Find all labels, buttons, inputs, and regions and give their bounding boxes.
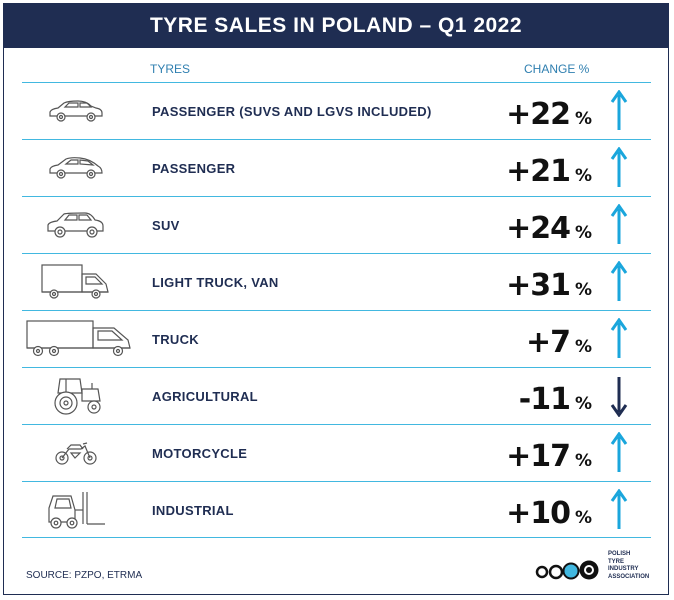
logo-line: POLISH (608, 551, 631, 557)
percent-sign: % (574, 394, 592, 414)
row-label: SUV (152, 217, 180, 233)
table-row: PASSENGER +21 % (4, 140, 668, 196)
infographic-frame: TYRE SALES IN POLAND – Q1 2022 TYRES CHA… (3, 3, 669, 595)
row-value: +17 % (506, 425, 592, 481)
row-value: +7 % (526, 311, 592, 367)
row-value: +10 % (506, 482, 592, 538)
association-logo-icon (535, 560, 599, 580)
percent-sign: % (574, 337, 592, 357)
row-label: LIGHT TRUCK, VAN (152, 274, 279, 290)
change-number: +21 (506, 154, 571, 189)
change-number: +17 (506, 439, 571, 474)
arrow-up-icon (610, 204, 628, 244)
forklift-icon (26, 488, 126, 532)
logo-line: INDUSTRY (608, 566, 639, 572)
divider (22, 481, 651, 482)
arrow-up-icon (610, 90, 628, 130)
arrow-up-icon (610, 318, 628, 358)
row-label: INDUSTRIAL (152, 502, 234, 518)
row-label: MOTORCYCLE (152, 445, 248, 461)
suv-icon (26, 203, 126, 247)
divider (22, 424, 651, 425)
table-row: INDUSTRIAL +10 % (4, 482, 668, 538)
percent-sign: % (574, 166, 592, 186)
table-row: PASSENGER (SUVS AND LGVS INCLUDED) +22 % (4, 83, 668, 139)
logo-line: TYRE (608, 558, 625, 565)
row-value: +22 % (506, 83, 592, 139)
column-header-change: CHANGE % (524, 62, 590, 76)
percent-sign: % (574, 223, 592, 243)
row-value: +31 % (506, 254, 592, 310)
van-icon (26, 260, 126, 304)
change-number: +7 (525, 325, 571, 360)
table-row: TRUCK +7 % (4, 311, 668, 367)
row-label: AGRICULTURAL (152, 388, 258, 404)
change-number: -11 (518, 382, 571, 417)
change-number: +10 (506, 496, 571, 531)
hatchback-icon (26, 146, 126, 190)
motorcycle-icon (26, 431, 126, 475)
table-row: SUV +24 % (4, 197, 668, 253)
arrow-up-icon (610, 261, 628, 301)
percent-sign: % (574, 109, 592, 129)
divider (22, 82, 651, 83)
percent-sign: % (574, 280, 592, 300)
table-row: AGRICULTURAL -11 % (4, 368, 668, 424)
row-label: PASSENGER (SUVS AND LGVS INCLUDED) (152, 103, 432, 119)
row-value: +24 % (506, 197, 592, 253)
change-number: +31 (506, 268, 571, 303)
divider (22, 367, 651, 368)
divider (22, 253, 651, 254)
arrow-up-icon (610, 147, 628, 187)
divider (22, 139, 651, 140)
row-value: -11 % (519, 368, 592, 424)
row-label: TRUCK (152, 331, 199, 347)
table-row: LIGHT TRUCK, VAN +31 % (4, 254, 668, 310)
tractor-icon (26, 374, 126, 418)
page-title: TYRE SALES IN POLAND – Q1 2022 (4, 4, 668, 48)
divider (22, 196, 651, 197)
car-icon (26, 89, 126, 133)
column-header-tyres: TYRES (150, 62, 191, 76)
arrow-down-icon (610, 377, 628, 417)
logo-line: ASSOCIATION (608, 573, 650, 580)
percent-sign: % (574, 451, 592, 471)
divider (22, 537, 651, 538)
arrow-up-icon (610, 489, 628, 529)
truck-icon (22, 317, 138, 361)
arrow-up-icon (610, 432, 628, 472)
source-note: SOURCE: PZPO, ETRMA (26, 570, 143, 581)
divider (22, 310, 651, 311)
row-label: PASSENGER (152, 160, 236, 176)
percent-sign: % (574, 508, 592, 528)
table-row: MOTORCYCLE +17 % (4, 425, 668, 481)
change-number: +24 (506, 211, 571, 246)
row-value: +21 % (506, 140, 592, 196)
association-logo-text: POLISH TYRE INDUSTRY ASSOCIATION (608, 551, 649, 581)
change-number: +22 (506, 97, 571, 132)
